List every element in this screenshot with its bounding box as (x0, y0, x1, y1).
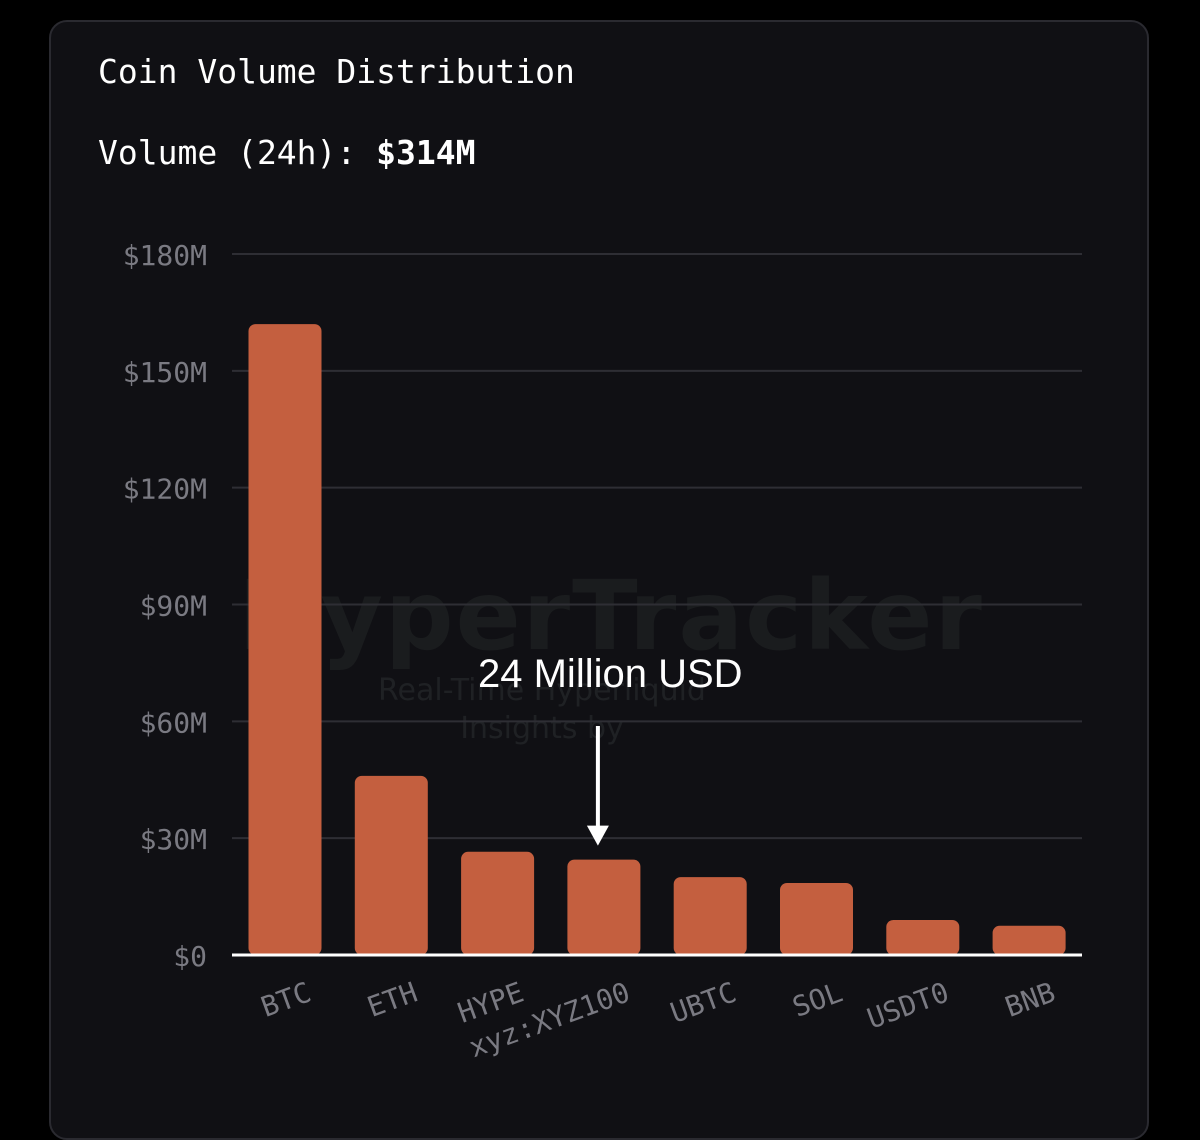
x-tick-label: USDT0 (863, 976, 953, 1036)
bar (248, 324, 322, 956)
chart-title: Coin Volume Distribution (98, 52, 575, 91)
volume-value: $314M (376, 133, 476, 172)
y-tick-label: $30M (140, 823, 207, 856)
x-tick-label: BTC (257, 976, 316, 1024)
bar (780, 882, 853, 955)
y-tick-label: $150M (123, 356, 207, 389)
bar (461, 851, 535, 955)
annotation-arrow-head (586, 825, 609, 846)
bar (886, 919, 960, 955)
y-tick-label: $120M (123, 473, 207, 506)
y-tick-label: $60M (140, 706, 207, 739)
x-tick-label: BNB (1001, 976, 1060, 1024)
watermark-brand: HyperTracker (238, 560, 984, 672)
x-tick-label: UBTC (666, 976, 741, 1030)
bar (354, 775, 428, 955)
bar (992, 925, 1066, 955)
y-tick-label: $90M (140, 590, 207, 623)
x-tick-label: ETH (363, 976, 422, 1024)
bar (567, 859, 641, 955)
bar (673, 877, 747, 955)
annotation-label: 24 Million USD (478, 652, 743, 696)
volume-label: Volume (24h): (98, 133, 357, 172)
y-tick-label: $180M (123, 239, 207, 272)
y-tick-label: $0 (173, 940, 207, 973)
volume-summary: Volume (24h): $314M (98, 133, 476, 172)
x-tick-label: SOL (788, 976, 847, 1024)
